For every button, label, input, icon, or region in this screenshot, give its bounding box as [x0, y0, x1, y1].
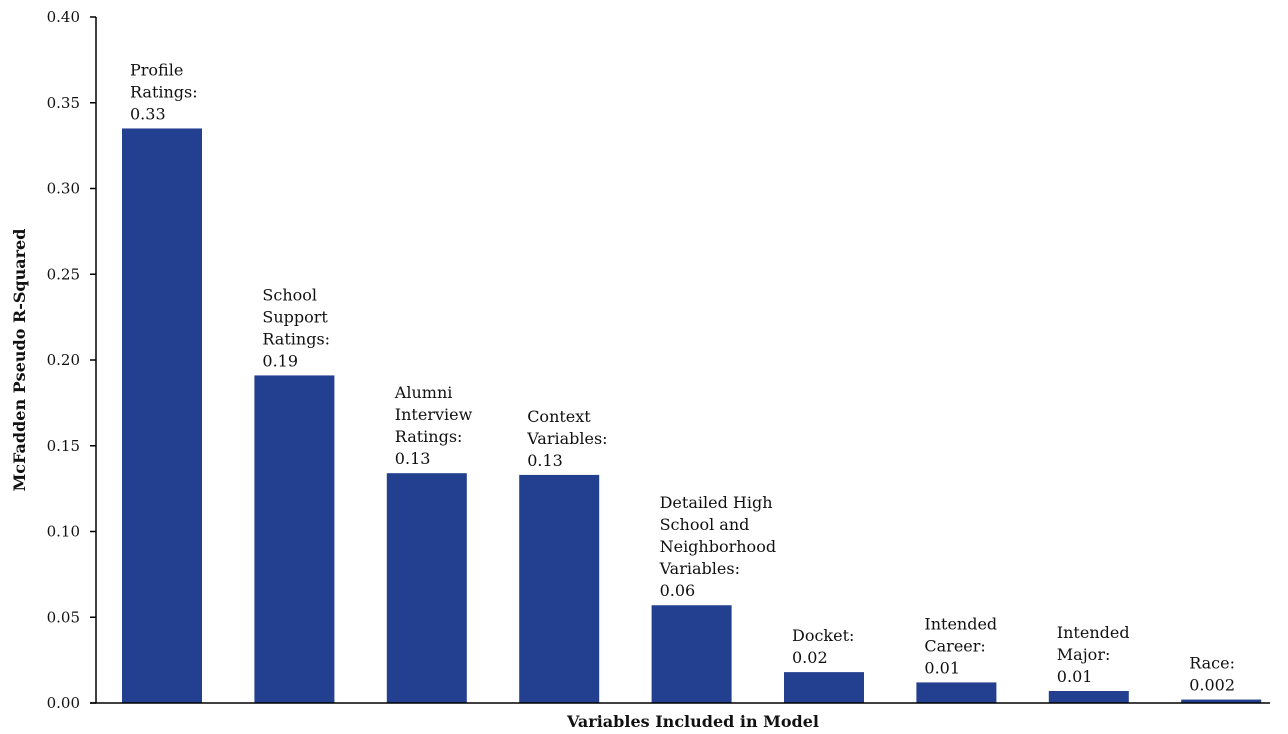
bar-data-label: Interview [395, 405, 473, 424]
bar-data-label: Alumni [394, 383, 453, 402]
x-axis-title: Variables Included in Model [566, 712, 819, 731]
bar-data-label: Intended [1057, 623, 1130, 642]
y-tick-label: 0.15 [47, 437, 80, 455]
bar-data-label: Profile [130, 60, 183, 79]
bar [1048, 690, 1129, 703]
bar [254, 375, 335, 703]
bar-data-label: Variables: [526, 429, 607, 448]
bar-data-label: 0.13 [527, 451, 563, 470]
y-tick-label: 0.20 [47, 351, 80, 369]
y-axis-ticks: 0.00 0.05 0.10 0.15 0.20 0.25 0.30 0.35 0.40 [47, 8, 96, 712]
bar-data-label: 0.13 [395, 449, 431, 468]
bar-data-label: 0.02 [792, 648, 828, 667]
bar [122, 128, 202, 704]
bar [651, 605, 732, 703]
bar [1181, 699, 1262, 703]
bar-data-label: Race: [1189, 654, 1235, 673]
bar-data-label: Context [527, 407, 591, 426]
bar-data-label: Ratings: [262, 329, 330, 348]
bar-data-label: Major: [1057, 645, 1111, 664]
y-tick-label: 0.35 [47, 94, 80, 112]
y-tick-label: 0.10 [47, 523, 80, 541]
bar-data-label: Support [262, 307, 328, 326]
bar-data-label: Variables: [659, 559, 740, 578]
bar-data-label: Ratings: [395, 427, 463, 446]
y-tick-label: 0.40 [47, 8, 80, 26]
bar-data-label: 0.06 [660, 581, 696, 600]
bar [386, 473, 467, 703]
bar-data-label: 0.01 [1057, 667, 1093, 686]
bar-data-label: Intended [924, 614, 997, 633]
bars-group [122, 128, 1262, 704]
y-tick-label: 0.05 [47, 608, 80, 626]
bar-data-label: Neighborhood [660, 537, 776, 556]
bar [519, 474, 600, 703]
bar-data-label: 0.01 [924, 658, 960, 677]
y-tick-label: 0.25 [47, 265, 80, 283]
bar-data-label: 0.33 [130, 104, 166, 123]
bar-data-label: 0.19 [262, 351, 298, 370]
bar [784, 672, 864, 703]
bar-data-label: 0.002 [1189, 676, 1235, 695]
bar [916, 682, 997, 703]
bar-data-label: School [262, 285, 317, 304]
y-tick-label: 0.00 [47, 694, 80, 712]
bar-labels-group: Profile Ratings: 0.33 School Support Ratings:… [130, 60, 1235, 694]
y-tick-label: 0.30 [47, 180, 80, 198]
y-axis-title: McFadden Pseudo R-Squared [10, 229, 29, 492]
bar-data-label: Docket: [792, 626, 854, 645]
bar-data-label: School and [660, 515, 750, 534]
bar-data-label: Detailed High [660, 493, 773, 512]
bar-data-label: Career: [924, 636, 985, 655]
bar-data-label: Ratings: [130, 82, 198, 101]
